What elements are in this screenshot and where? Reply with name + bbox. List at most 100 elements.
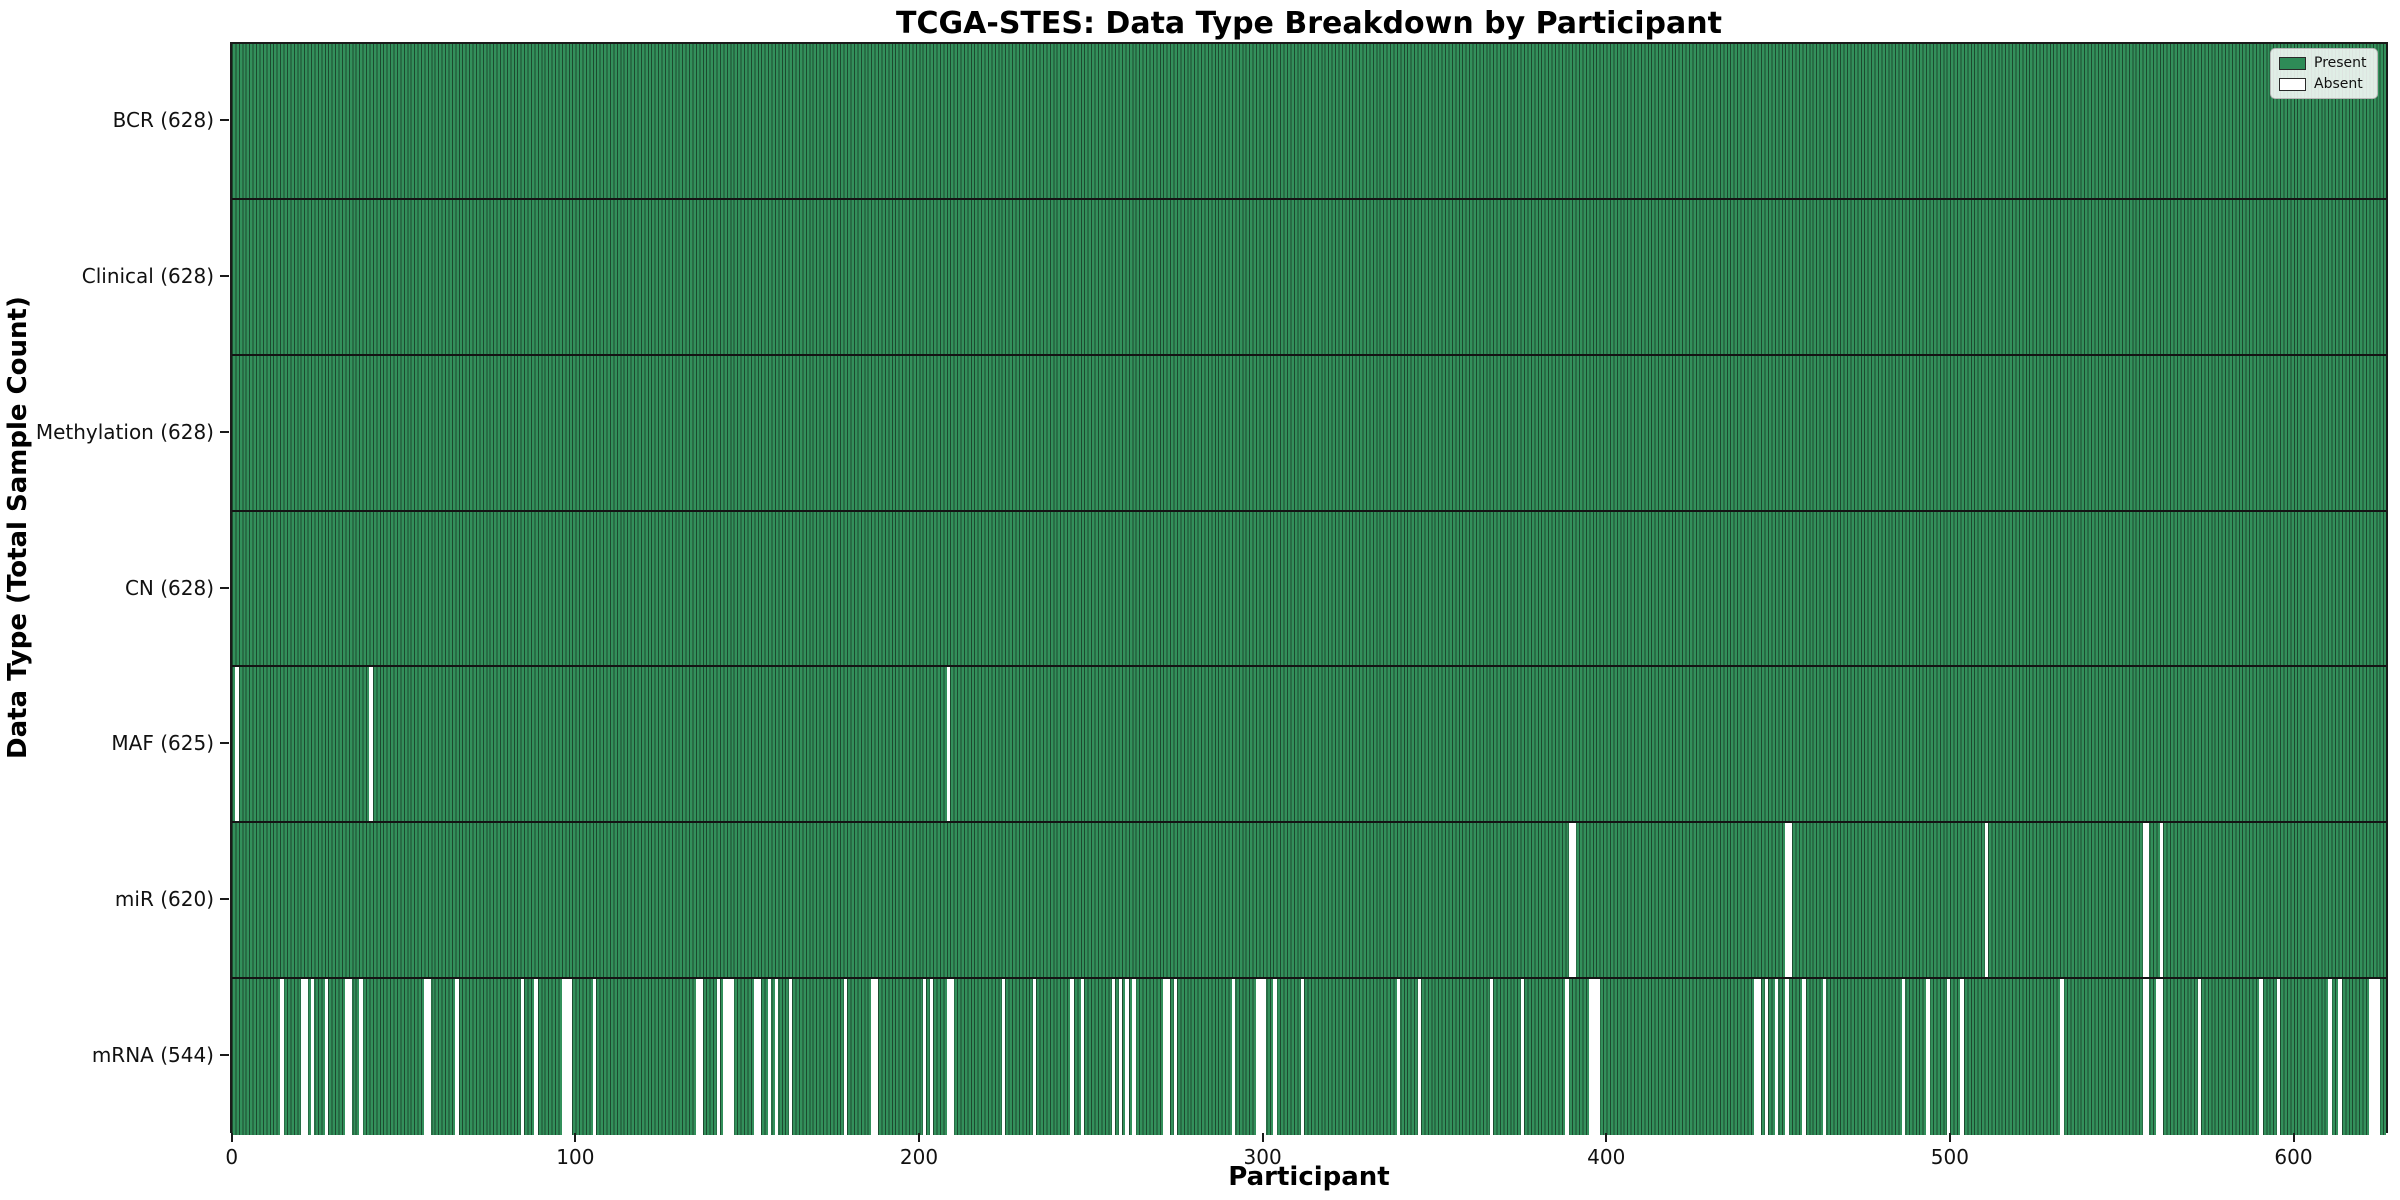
absent-mark [2338, 979, 2342, 1135]
absent-mark [427, 979, 432, 1135]
absent-mark [561, 979, 566, 1135]
present-swatch-icon [2279, 56, 2306, 70]
absent-mark [568, 979, 573, 1135]
absent-mark [1946, 979, 1951, 1135]
absent-mark [871, 979, 875, 1135]
absent-mark [1417, 979, 1421, 1135]
y-tick-label-Clinical: Clinical (628) [81, 263, 214, 288]
absent-swatch-icon [2279, 77, 2306, 91]
absent-mark [2328, 979, 2332, 1135]
absent-mark [2376, 979, 2380, 1135]
absent-mark [1984, 823, 1988, 978]
y-tick-label-BCR: BCR (628) [112, 107, 214, 132]
absent-mark [280, 979, 284, 1135]
presence-row-BCR [232, 44, 2386, 200]
absent-mark [723, 979, 727, 1135]
absent-mark [874, 979, 878, 1135]
absent-mark [2156, 979, 2160, 1135]
absent-mark [455, 979, 459, 1135]
absent-mark [1592, 979, 1597, 1135]
absent-mark [754, 979, 758, 1135]
x-tick-label-300: 300 [1243, 1145, 1282, 1169]
absent-mark [1757, 979, 1762, 1135]
presence-row-CN [232, 511, 2386, 668]
absent-mark [788, 979, 793, 1135]
y-tick-mark [220, 430, 229, 433]
x-tick-label-500: 500 [1930, 1145, 1969, 1169]
absent-mark [345, 979, 349, 1135]
absent-mark [1764, 979, 1768, 1135]
absent-mark [843, 979, 848, 1135]
absent-mark [1960, 979, 1964, 1135]
absent-mark [1080, 979, 1085, 1135]
absent-mark [2369, 979, 2373, 1135]
absent-mark [695, 979, 700, 1135]
absent-mark [757, 979, 762, 1135]
x-tick-mark [917, 1133, 920, 1142]
absent-mark [324, 979, 329, 1135]
absent-mark [1785, 823, 1789, 978]
absent-mark [1125, 979, 1129, 1135]
absent-mark [1774, 979, 1779, 1135]
absent-mark [2197, 979, 2201, 1135]
y-tick-label-MAF: MAF (625) [111, 731, 214, 756]
absent-mark [1596, 979, 1600, 1135]
x-tick-mark [1261, 1133, 1264, 1142]
absent-mark [1589, 979, 1593, 1135]
y-tick-label-Methylation: Methylation (628) [35, 419, 214, 444]
absent-mark [1754, 979, 1758, 1135]
absent-mark [699, 979, 703, 1135]
absent-mark [565, 979, 569, 1135]
absent-mark [1572, 823, 1576, 978]
x-tick-label-400: 400 [1587, 1145, 1626, 1169]
x-tick-label-100: 100 [556, 1145, 595, 1169]
absent-mark [1926, 979, 1930, 1135]
absent-mark [946, 667, 951, 822]
absent-mark [950, 979, 954, 1135]
absent-mark [520, 979, 525, 1135]
absent-mark [1173, 979, 1177, 1135]
absent-mark [1166, 979, 1171, 1135]
absent-mark [1396, 979, 1401, 1135]
y-tick-mark [220, 1054, 229, 1057]
absent-mark [2159, 979, 2164, 1135]
absent-mark [592, 979, 597, 1135]
y-tick-label-CN: CN (628) [124, 575, 214, 600]
absent-mark [1785, 979, 1789, 1135]
plot-area [230, 42, 2388, 1135]
legend-absent-label: Absent [2314, 76, 2363, 92]
y-tick-mark [220, 274, 229, 277]
absent-mark [424, 979, 428, 1135]
absent-mark [2159, 823, 2164, 978]
absent-mark [300, 979, 305, 1135]
x-tick-label-0: 0 [225, 1145, 239, 1169]
absent-mark [1070, 979, 1074, 1135]
absent-mark [1262, 979, 1267, 1135]
absent-mark [1489, 979, 1494, 1135]
absent-mark [235, 667, 239, 822]
absent-mark [1132, 979, 1136, 1135]
absent-mark [730, 979, 734, 1135]
x-axis-label: Participant [1228, 1162, 1390, 1192]
absent-mark [1300, 979, 1305, 1135]
absent-mark [726, 979, 731, 1135]
absent-mark [2142, 979, 2146, 1135]
legend-item-absent: Absent [2279, 76, 2367, 92]
x-tick-mark [1605, 1133, 1608, 1142]
y-tick-label-miR: miR (620) [114, 887, 214, 912]
y-tick-mark [220, 742, 229, 745]
absent-mark [304, 979, 308, 1135]
legend-item-present: Present [2279, 55, 2367, 71]
absent-mark [1001, 979, 1006, 1135]
absent-mark [2146, 979, 2150, 1135]
presence-row-Clinical [232, 199, 2386, 356]
legend: Present Absent [2270, 48, 2378, 99]
absent-mark [2372, 979, 2377, 1135]
absent-mark [1788, 823, 1793, 978]
absent-mark [534, 979, 538, 1135]
absent-mark [311, 979, 315, 1135]
presence-row-mRNA [232, 979, 2386, 1135]
absent-mark [774, 979, 779, 1135]
y-tick-mark [220, 586, 229, 589]
